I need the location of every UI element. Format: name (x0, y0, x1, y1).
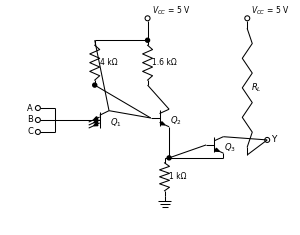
Text: $Q_2$: $Q_2$ (170, 114, 182, 127)
Polygon shape (94, 120, 98, 123)
Text: C: C (27, 127, 33, 137)
Polygon shape (160, 122, 165, 125)
Text: $Q_1$: $Q_1$ (110, 116, 122, 129)
Polygon shape (94, 117, 98, 120)
Text: $R_L$: $R_L$ (251, 82, 262, 94)
Text: B: B (27, 115, 33, 125)
Text: 4 kΩ: 4 kΩ (100, 58, 117, 67)
Text: A: A (27, 104, 33, 113)
Circle shape (93, 83, 97, 87)
Text: 1.6 kΩ: 1.6 kΩ (152, 58, 176, 67)
Text: $Q_3$: $Q_3$ (224, 142, 236, 154)
Polygon shape (215, 148, 219, 151)
Circle shape (146, 38, 150, 42)
Text: $V_{CC}$ = 5 V: $V_{CC}$ = 5 V (152, 5, 190, 17)
Text: 1 kΩ: 1 kΩ (169, 172, 186, 181)
Text: Y: Y (271, 135, 277, 145)
Circle shape (167, 156, 171, 160)
Text: $V_{CC}$ = 5 V: $V_{CC}$ = 5 V (251, 5, 290, 17)
Polygon shape (94, 123, 98, 126)
